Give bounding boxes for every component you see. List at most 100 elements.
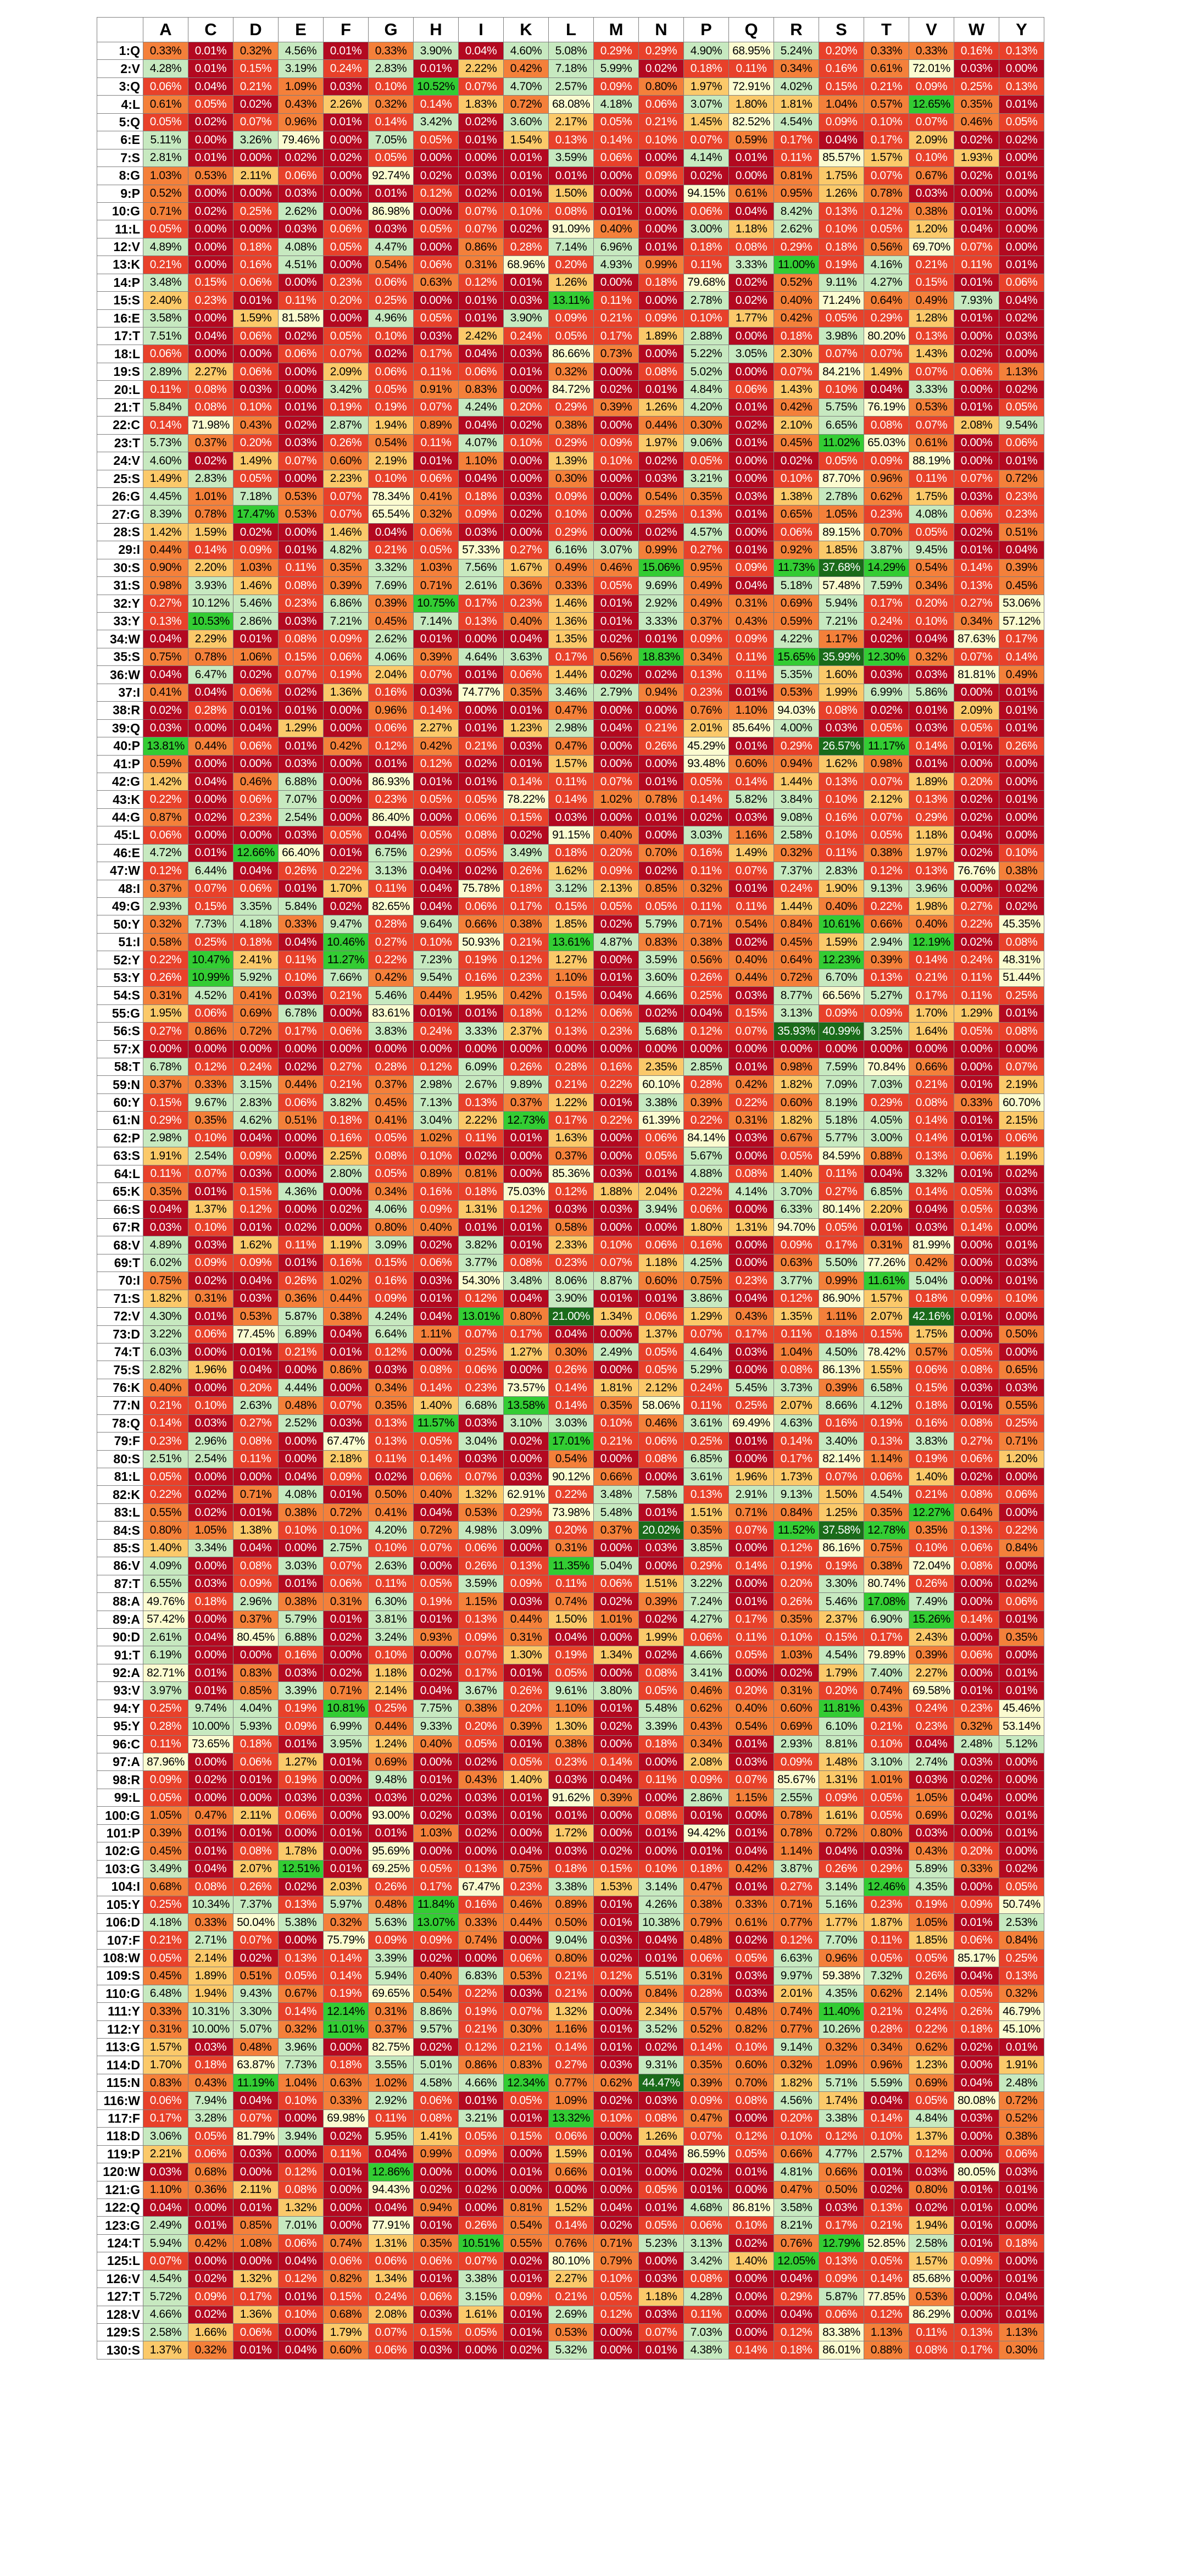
heatmap-cell: 2.58% (143, 2323, 188, 2342)
heatmap-cell: 0.08% (638, 362, 684, 381)
heatmap-cell: 0.00% (503, 380, 549, 399)
heatmap-cell: 0.04% (909, 1200, 954, 1219)
heatmap-cell: 0.45% (773, 932, 819, 952)
heatmap-cell: 0.01% (728, 541, 774, 559)
heatmap-cell: 0.24% (683, 1378, 729, 1397)
heatmap-cell: 0.01% (638, 237, 684, 257)
heatmap-cell: 0.76% (683, 701, 729, 720)
heatmap-cell: 0.01% (548, 1806, 594, 1825)
heatmap-cell: 2.57% (864, 2145, 909, 2164)
heatmap-cell: 80.14% (819, 1200, 864, 1219)
table-row: 90:D 2.61% 0.04% 80.45% 6.88% 0.02% 3.24% 0.93%… (97, 1628, 1044, 1647)
heatmap-cell: 0.94% (773, 754, 819, 773)
heatmap-cell: 0.05% (323, 826, 369, 845)
heatmap-cell: 79.46% (278, 131, 324, 149)
heatmap-cell: 0.13% (909, 1147, 954, 1165)
column-header-D: D (233, 17, 279, 42)
heatmap-cell: 2.40% (143, 291, 188, 310)
heatmap-cell: 0.29% (683, 1557, 729, 1575)
heatmap-cell: 0.01% (683, 1842, 729, 1861)
heatmap-cell: 0.00% (638, 220, 684, 238)
heatmap-cell: 84.59% (819, 1147, 864, 1165)
heatmap-cell: 0.05% (548, 1663, 594, 1683)
heatmap-cell: 0.12% (503, 1200, 549, 1219)
heatmap-cell: 0.02% (503, 505, 549, 524)
table-row: 59:N 0.37% 0.33% 3.15% 0.44% 0.21% 0.37% 2.98% 2… (97, 1075, 1044, 1094)
heatmap-cell: 0.28% (683, 1075, 729, 1094)
heatmap-cell: 0.21% (548, 1075, 594, 1094)
heatmap-cell: 0.00% (503, 1147, 549, 1165)
heatmap-cell: 1.03% (233, 558, 279, 578)
table-row: 113:G 1.57% 0.03% 0.48% 3.96% 0.00% 82.75% 0.02… (97, 2038, 1044, 2057)
heatmap-cell: 0.09% (548, 487, 594, 506)
heatmap-cell: 0.10% (819, 220, 864, 238)
heatmap-cell: 0.39% (683, 2073, 729, 2092)
heatmap-cell: 91.15% (548, 826, 594, 845)
heatmap-cell: 5.48% (593, 1503, 639, 1522)
heatmap-cell: 0.00% (999, 59, 1044, 78)
heatmap-cell: 0.00% (323, 790, 369, 809)
heatmap-cell: 0.42% (503, 986, 549, 1005)
heatmap-cell: 0.23% (233, 808, 279, 827)
heatmap-cell: 1.99% (638, 1628, 684, 1647)
heatmap-cell: 0.07% (819, 345, 864, 363)
heatmap-cell: 1.66% (188, 2323, 233, 2342)
heatmap-cell: 0.11% (143, 1164, 188, 1184)
heatmap-cell: 0.06% (368, 2252, 414, 2270)
heatmap-cell: 0.02% (864, 701, 909, 720)
row-header-10-G: 10:G (97, 202, 143, 221)
heatmap-cell: 3.97% (143, 1681, 188, 1700)
heatmap-cell: 0.17% (413, 1878, 459, 1896)
table-row: 66:S 0.04% 1.37% 0.12% 0.00% 0.02% 4.06% 0.09% 1… (97, 1200, 1044, 1219)
heatmap-cell: 0.54% (368, 434, 414, 453)
heatmap-cell: 1.61% (819, 1806, 864, 1825)
table-row: 125:L 0.07% 0.00% 0.00% 0.04% 0.06% 0.06% 0.06%… (97, 2252, 1044, 2270)
heatmap-cell: 0.16% (458, 1895, 504, 1914)
heatmap-cell: 0.48% (683, 1931, 729, 1950)
heatmap-cell: 0.03% (819, 2198, 864, 2217)
table-row: 4:L 0.61% 0.05% 0.02% 0.43% 2.26% 0.32% 0.14% 1.… (97, 95, 1044, 114)
heatmap-cell: 0.31% (548, 1539, 594, 1558)
heatmap-cell: 0.13% (954, 2323, 999, 2342)
heatmap-cell: 0.00% (233, 2163, 279, 2181)
heatmap-cell: 0.02% (278, 683, 324, 702)
table-row: 38:R 0.02% 0.28% 0.01% 0.01% 0.00% 0.96% 0.14% 0… (97, 701, 1044, 720)
heatmap-cell: 35.99% (819, 647, 864, 667)
heatmap-cell: 0.05% (413, 826, 459, 845)
row-header-67-R: 67:R (97, 1218, 143, 1237)
heatmap-cell: 0.26% (909, 1574, 954, 1594)
heatmap-cell: 0.13% (458, 1093, 504, 1112)
heatmap-cell: 1.82% (773, 2073, 819, 2092)
table-row: 53:Y 0.26% 10.99% 5.92% 0.10% 7.66% 0.42% 9.54%… (97, 968, 1044, 987)
row-header-60-Y: 60:Y (97, 1093, 143, 1112)
heatmap-cell: 0.00% (593, 487, 639, 506)
heatmap-cell: 80.20% (864, 326, 909, 346)
heatmap-cell: 2.22% (458, 1111, 504, 1130)
heatmap-cell: 0.95% (773, 184, 819, 203)
heatmap-cell: 1.89% (638, 326, 684, 346)
heatmap-cell: 0.00% (368, 1040, 414, 1058)
heatmap-cell: 0.05% (413, 1574, 459, 1594)
heatmap-cell: 0.00% (503, 1450, 549, 1469)
heatmap-cell: 0.19% (368, 398, 414, 417)
heatmap-cell: 3.87% (864, 541, 909, 559)
heatmap-cell: 0.00% (548, 2180, 594, 2199)
heatmap-cell: 0.00% (413, 808, 459, 827)
heatmap-cell: 0.35% (188, 1111, 233, 1130)
heatmap-cell: 0.78% (638, 790, 684, 809)
heatmap-cell: 0.08% (954, 1485, 999, 1504)
heatmap-cell: 0.01% (593, 1895, 639, 1914)
heatmap-cell: 0.03% (954, 59, 999, 78)
heatmap-cell: 9.11% (819, 273, 864, 292)
heatmap-cell: 0.00% (323, 719, 369, 738)
heatmap-cell: 0.04% (728, 1842, 774, 1861)
heatmap-cell: 0.01% (503, 273, 549, 292)
heatmap-cell: 13.32% (548, 2109, 594, 2128)
heatmap-cell: 0.33% (323, 2091, 369, 2110)
heatmap-cell: 0.06% (413, 2252, 459, 2270)
heatmap-cell: 0.01% (233, 291, 279, 310)
row-header-94-Y: 94:Y (97, 1699, 143, 1718)
heatmap-cell: 2.04% (638, 1182, 684, 1201)
heatmap-cell: 0.24% (773, 879, 819, 898)
